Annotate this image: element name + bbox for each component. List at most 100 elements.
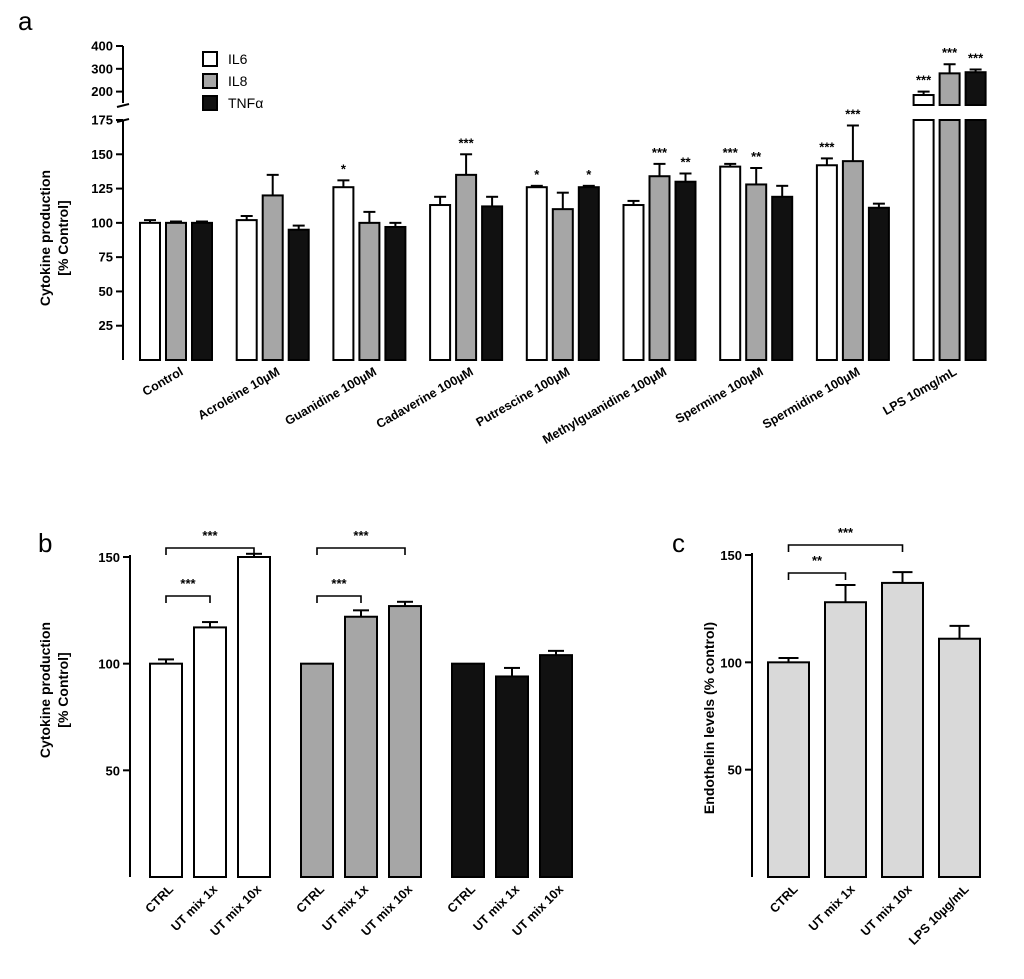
bar-il8-upper — [938, 72, 961, 106]
legend-swatch-0 — [202, 51, 218, 67]
panel-a-y-tick-label: 100 — [91, 215, 113, 230]
panel-a-y-tick-label: 150 — [91, 147, 113, 162]
panel-a-ylabel-line2: [% Control] — [55, 200, 71, 275]
bar-tnfα — [287, 228, 310, 361]
panel-a-category-labels: Control Acroleine 10µM Guanidine 100µMCada… — [140, 364, 959, 447]
bar-il8 — [648, 175, 671, 361]
bar-il6 — [193, 626, 227, 879]
bar-endothelin — [881, 581, 924, 878]
panel-b-y-tick-label: 100 — [98, 657, 120, 672]
bar-il6 — [237, 556, 271, 878]
significance-marker: *** — [459, 135, 475, 150]
bar-il8 — [300, 662, 334, 879]
category-label: CTRL — [294, 882, 328, 916]
panel-b-bars: *** *** *** *** — [149, 528, 573, 879]
bar-il8 — [551, 208, 574, 361]
category-label: CTRL — [767, 882, 801, 916]
category-label: Guanidine 100µM — [283, 364, 379, 428]
bar-il6-upper — [912, 94, 935, 106]
significance-marker: *** — [202, 528, 218, 543]
panel-c-y-tick-label: 100 — [720, 655, 742, 670]
significance-marker: *** — [723, 145, 739, 160]
category-label: UT mix 1x — [806, 882, 858, 934]
panel-c-axes: 50 100 150 — [720, 548, 753, 877]
bar-tnfα — [191, 221, 213, 361]
bar-tnfα-lower — [964, 119, 987, 361]
bar-il6-lower — [912, 119, 935, 361]
legend-label: TNFα — [228, 95, 263, 111]
panel-c-y-tick-label: 150 — [720, 548, 742, 563]
panel-a-y-tick-label: 25 — [99, 318, 113, 333]
significance-marker: *** — [968, 50, 984, 65]
significance-marker: *** — [845, 106, 861, 121]
bar-tnfα — [577, 186, 600, 361]
significance-marker: *** — [819, 139, 835, 154]
panel-a-ylabel-line1: Cytokine production — [37, 170, 53, 306]
significance-marker: * — [586, 167, 592, 182]
panel-a-y-tick-label: 125 — [91, 181, 113, 196]
bar-il6 — [139, 221, 161, 361]
significance-marker: *** — [942, 45, 958, 60]
panel-a-legend: IL6 IL8 TNFα — [202, 51, 263, 111]
significance-bracket — [165, 547, 255, 555]
bar-il8 — [165, 221, 187, 361]
panel-a-axis-break-mark — [116, 103, 130, 108]
legend-label: IL6 — [228, 51, 248, 67]
bar-il6 — [719, 165, 742, 361]
bar-il6 — [332, 186, 355, 361]
panel-b-ylabel-line1: Cytokine production — [37, 622, 53, 758]
category-label: Control — [140, 364, 185, 398]
bar-il8 — [745, 183, 768, 361]
bar-tnfα — [384, 225, 407, 361]
bar-tnfα — [481, 205, 504, 361]
significance-marker: *** — [652, 145, 668, 160]
axis-break-gap — [910, 106, 989, 118]
panel-a-y-tick-label: 200 — [91, 84, 113, 99]
bar-il6 — [622, 204, 645, 361]
panel-b-chart: b Cytokine production [% Control] 50 100 1… — [37, 528, 573, 939]
panel-c-label: c — [672, 528, 685, 558]
bar-tnfα — [451, 662, 485, 879]
bar-il8 — [841, 160, 864, 361]
significance-bracket — [787, 572, 847, 580]
panel-a-y-tick-label: 175 — [91, 113, 113, 128]
panel-b-axes: 50 100 150 — [98, 550, 131, 877]
panel-b-label: b — [38, 528, 52, 558]
bar-endothelin — [938, 637, 981, 878]
panel-a-y-tick-label: 300 — [91, 61, 113, 76]
bar-tnfα — [867, 206, 890, 361]
category-label: Spermidine 100µM — [760, 364, 862, 431]
bar-tnfα — [495, 675, 529, 879]
bar-il6 — [149, 662, 183, 879]
panel-a-chart: a Cytokine production [% Control] 25 50 75… — [18, 6, 989, 447]
panel-c-chart: c Endothelin levels (% control) 50 100 150… — [672, 525, 981, 948]
category-label: LPS 10µg/mL — [906, 882, 972, 948]
significance-marker: *** — [916, 73, 932, 88]
bar-il8 — [358, 221, 381, 361]
bar-il8 — [455, 173, 478, 361]
significance-marker: ** — [680, 154, 691, 169]
panel-b-y-tick-label: 150 — [98, 550, 120, 565]
panel-c-ylabel: Endothelin levels (% control) — [701, 622, 717, 814]
category-label: Acroleine 10µM — [196, 364, 283, 422]
category-label: Cadaverine 100µM — [374, 364, 476, 431]
category-label: UT mix 10x — [858, 882, 915, 939]
significance-marker: *** — [353, 528, 369, 543]
panel-b-ylabel-line2: [% Control] — [55, 652, 71, 727]
bar-il6 — [815, 164, 838, 361]
significance-marker: *** — [838, 525, 854, 540]
bar-il8 — [344, 615, 378, 878]
bar-tnfα — [674, 180, 697, 361]
category-label: Putrescine 100µM — [474, 364, 573, 429]
bar-il8-lower — [938, 119, 961, 361]
panel-a-y-tick-label: 400 — [91, 39, 113, 54]
bar-tnfα-upper — [964, 71, 987, 106]
bar-tnfα — [771, 195, 794, 361]
significance-bracket — [787, 544, 904, 552]
significance-bracket — [316, 547, 406, 555]
category-label: CTRL — [143, 882, 177, 916]
significance-marker: *** — [180, 576, 196, 591]
